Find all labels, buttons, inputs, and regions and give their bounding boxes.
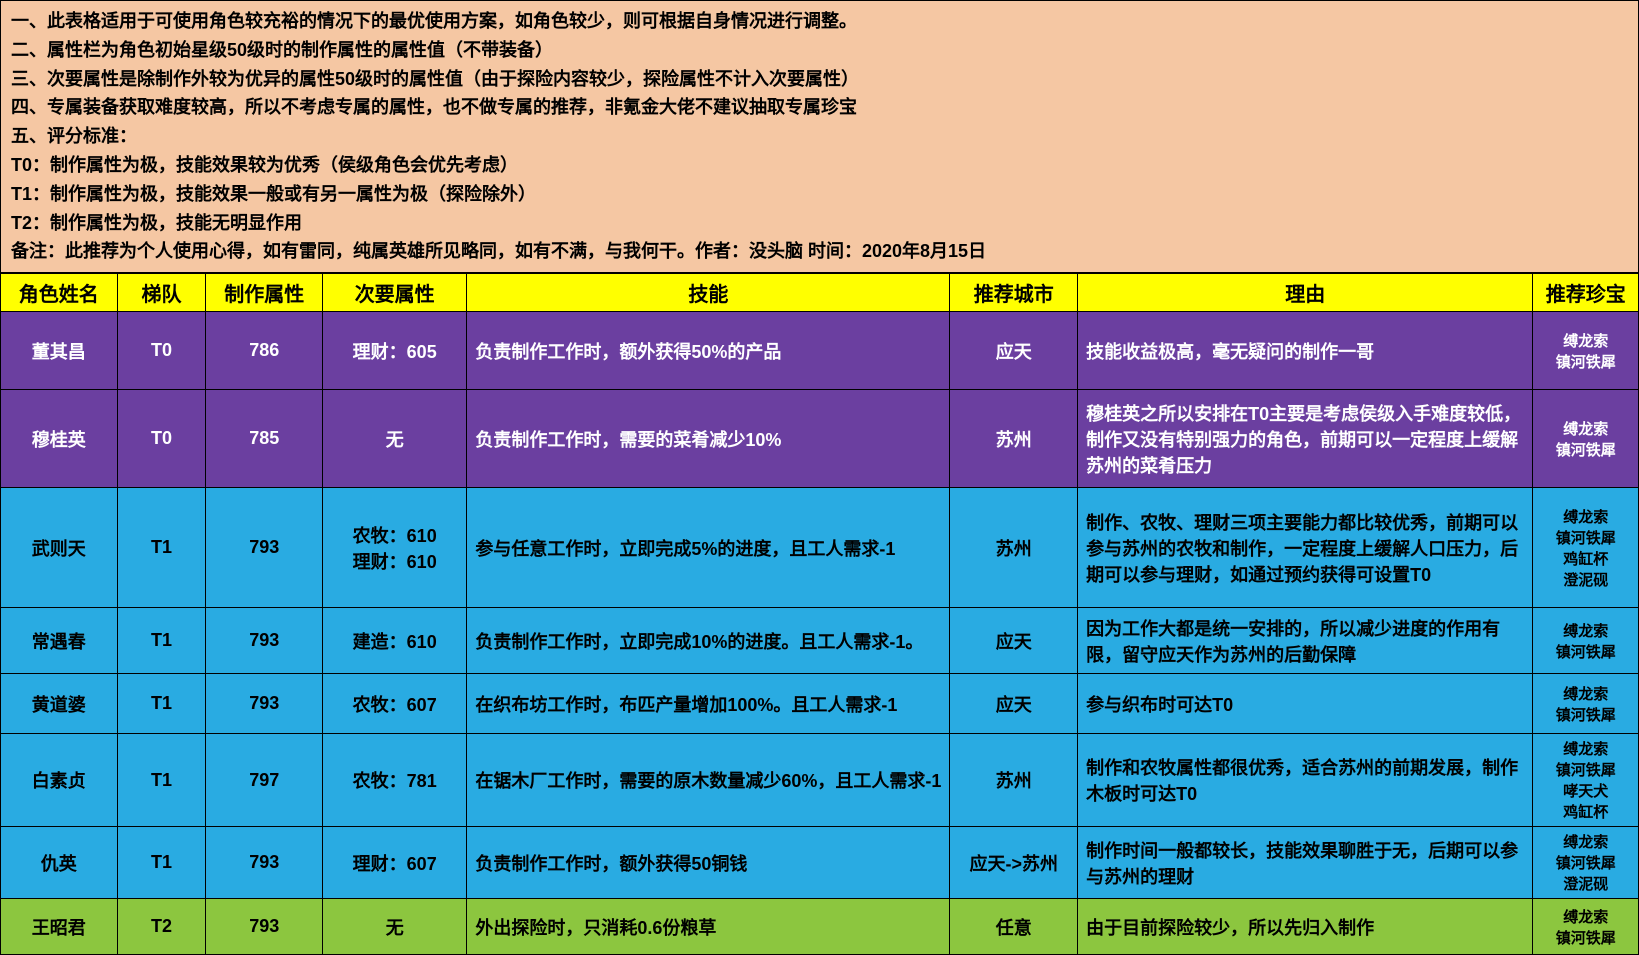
intro-line: T2：制作属性为极，技能无明显作用 [11,209,1628,238]
table-header-row: 角色姓名梯队制作属性次要属性技能推荐城市理由推荐珍宝 [1,274,1639,312]
cell-reason: 穆桂英之所以安排在T0主要是考虑侯级入手难度较低，制作又没有特别强力的角色，前期… [1078,390,1533,488]
cell-sec: 无 [323,390,467,488]
table-row: 穆桂英T0785无负责制作工作时，需要的菜肴减少10%苏州穆桂英之所以安排在T0… [1,390,1639,488]
cell-sec: 农牧：610 理财：610 [323,488,467,608]
cell-reason: 因为工作大都是统一安排的，所以减少进度的作用有限，留守应天作为苏州的后勤保障 [1078,608,1533,674]
table-row: 王昭君T2793无外出探险时，只消耗0.6份粮草任意由于目前探险较少，所以先归入… [1,899,1639,955]
cell-tier: T1 [117,734,206,827]
cell-attr: 785 [206,390,323,488]
intro-line: T0：制作属性为极，技能效果较为优秀（侯级角色会优先考虑） [11,151,1628,180]
table-row: 黄道婆T1793农牧：607在织布坊工作时，布匹产量增加100%。且工人需求-1… [1,674,1639,734]
cell-tier: T1 [117,674,206,734]
cell-name: 黄道婆 [1,674,118,734]
cell-name: 白素贞 [1,734,118,827]
cell-reason: 参与织布时可达T0 [1078,674,1533,734]
cell-tier: T1 [117,488,206,608]
cell-treasure: 缚龙索 镇河铁犀 鸡缸杯 澄泥砚 [1533,488,1639,608]
cell-city: 任意 [950,899,1078,955]
cell-attr: 793 [206,899,323,955]
table-row: 董其昌T0786理财：605负责制作工作时，额外获得50%的产品应天技能收益极高… [1,312,1639,390]
intro-line: 备注：此推荐为个人使用心得，如有雷同，纯属英雄所见略同，如有不满，与我何干。作者… [11,237,1628,266]
table-row: 武则天T1793农牧：610 理财：610参与任意工作时，立即完成5%的进度，且… [1,488,1639,608]
cell-tier: T1 [117,608,206,674]
cell-name: 王昭君 [1,899,118,955]
cell-skill: 在锯木厂工作时，需要的原木数量减少60%，且工人需求-1 [467,734,950,827]
cell-name: 穆桂英 [1,390,118,488]
cell-skill: 在织布坊工作时，布匹产量增加100%。且工人需求-1 [467,674,950,734]
cell-sec: 理财：605 [323,312,467,390]
cell-attr: 797 [206,734,323,827]
cell-skill: 负责制作工作时，额外获得50铜钱 [467,827,950,899]
intro-line: 二、属性栏为角色初始星级50级时的制作属性的属性值（不带装备） [11,36,1628,65]
cell-tier: T0 [117,390,206,488]
cell-attr: 793 [206,827,323,899]
cell-tier: T2 [117,899,206,955]
cell-treasure: 缚龙索 镇河铁犀 [1533,608,1639,674]
cell-sec: 理财：607 [323,827,467,899]
intro-line: 五、评分标准： [11,122,1628,151]
cell-city: 应天 [950,608,1078,674]
cell-treasure: 缚龙索 镇河铁犀 [1533,674,1639,734]
character-table: 角色姓名梯队制作属性次要属性技能推荐城市理由推荐珍宝 董其昌T0786理财：60… [0,273,1639,955]
intro-line: 一、此表格适用于可使用角色较充裕的情况下的最优使用方案，如角色较少，则可根据自身… [11,7,1628,36]
cell-reason: 技能收益极高，毫无疑问的制作一哥 [1078,312,1533,390]
cell-name: 常遇春 [1,608,118,674]
cell-skill: 外出探险时，只消耗0.6份粮草 [467,899,950,955]
cell-city: 苏州 [950,734,1078,827]
cell-name: 仇英 [1,827,118,899]
cell-sec: 建造：610 [323,608,467,674]
cell-reason: 制作和农牧属性都很优秀，适合苏州的前期发展，制作木板时可达T0 [1078,734,1533,827]
cell-reason: 制作、农牧、理财三项主要能力都比较优秀，前期可以参与苏州的农牧和制作，一定程度上… [1078,488,1533,608]
cell-skill: 参与任意工作时，立即完成5%的进度，且工人需求-1 [467,488,950,608]
column-header: 推荐城市 [950,274,1078,312]
intro-line: 四、专属装备获取难度较高，所以不考虑专属的属性，也不做专属的推荐，非氪金大佬不建… [11,93,1628,122]
cell-city: 应天 [950,674,1078,734]
cell-attr: 793 [206,674,323,734]
cell-treasure: 缚龙索 镇河铁犀 [1533,312,1639,390]
column-header: 理由 [1078,274,1533,312]
cell-attr: 793 [206,488,323,608]
cell-skill: 负责制作工作时，额外获得50%的产品 [467,312,950,390]
intro-line: T1：制作属性为极，技能效果一般或有另一属性为极（探险除外） [11,180,1628,209]
cell-sec: 农牧：781 [323,734,467,827]
table-row: 常遇春T1793建造：610负责制作工作时，立即完成10%的进度。且工人需求-1… [1,608,1639,674]
column-header: 制作属性 [206,274,323,312]
cell-treasure: 缚龙索 镇河铁犀 [1533,390,1639,488]
column-header: 梯队 [117,274,206,312]
cell-treasure: 缚龙索 镇河铁犀 哮天犬 鸡缸杯 [1533,734,1639,827]
table-row: 白素贞T1797农牧：781在锯木厂工作时，需要的原木数量减少60%，且工人需求… [1,734,1639,827]
cell-attr: 793 [206,608,323,674]
cell-treasure: 缚龙索 镇河铁犀 [1533,899,1639,955]
cell-attr: 786 [206,312,323,390]
column-header: 次要属性 [323,274,467,312]
column-header: 技能 [467,274,950,312]
cell-reason: 由于目前探险较少，所以先归入制作 [1078,899,1533,955]
cell-tier: T1 [117,827,206,899]
cell-skill: 负责制作工作时，立即完成10%的进度。且工人需求-1。 [467,608,950,674]
cell-city: 苏州 [950,390,1078,488]
intro-line: 三、次要属性是除制作外较为优异的属性50级时的属性值（由于探险内容较少，探险属性… [11,65,1628,94]
cell-sec: 农牧：607 [323,674,467,734]
cell-city: 苏州 [950,488,1078,608]
cell-city: 应天 [950,312,1078,390]
cell-name: 董其昌 [1,312,118,390]
cell-treasure: 缚龙索 镇河铁犀 澄泥砚 [1533,827,1639,899]
cell-reason: 制作时间一般都较长，技能效果聊胜于无，后期可以参与苏州的理财 [1078,827,1533,899]
column-header: 推荐珍宝 [1533,274,1639,312]
intro-notes: 一、此表格适用于可使用角色较充裕的情况下的最优使用方案，如角色较少，则可根据自身… [0,0,1639,273]
column-header: 角色姓名 [1,274,118,312]
cell-city: 应天->苏州 [950,827,1078,899]
cell-sec: 无 [323,899,467,955]
cell-skill: 负责制作工作时，需要的菜肴减少10% [467,390,950,488]
table-row: 仇英T1793理财：607负责制作工作时，额外获得50铜钱应天->苏州制作时间一… [1,827,1639,899]
cell-name: 武则天 [1,488,118,608]
cell-tier: T0 [117,312,206,390]
